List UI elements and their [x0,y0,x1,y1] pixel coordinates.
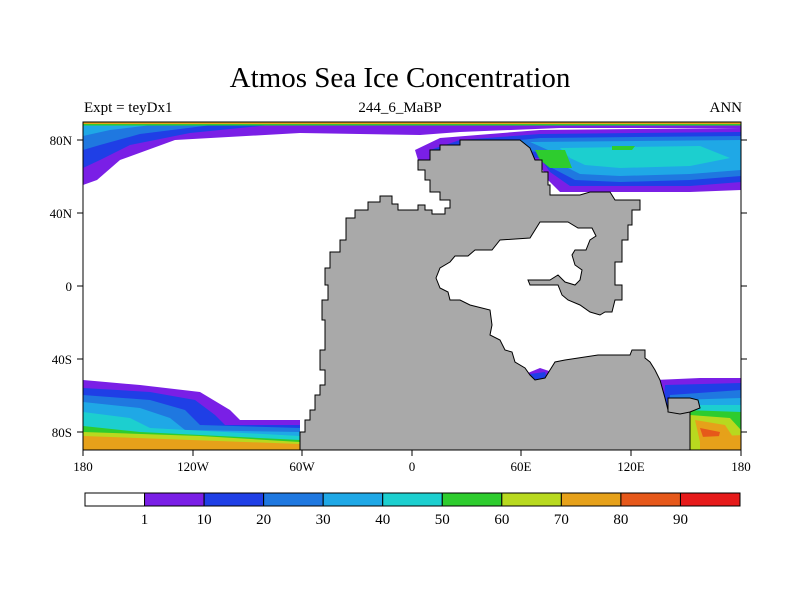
polar-strip-2 [83,124,741,126]
x-tick-label: 120W [177,459,210,474]
x-axis-labels: 180 120W 60W 0 60E 120E 180 [73,459,751,474]
colorbar-label: 40 [375,512,390,528]
y-tick-label: 80S [52,425,72,440]
colorbar-label: 80 [613,512,628,528]
experiment-label: Expt = teyDx1 [84,100,173,116]
colorbar-swatch [144,492,205,507]
colorbar-label: 1 [141,512,149,528]
season-label: ANN [709,100,743,116]
colorbar-label: 50 [435,512,450,528]
y-axis-labels: 80N 40N 0 40S 80S [50,133,73,440]
colorbar [84,492,741,507]
axis-ticks [77,139,747,456]
x-tick-label: 180 [731,459,751,474]
colorbar-swatch [501,492,562,507]
map-title: Atmos Sea Ice Concentration [229,62,571,94]
colorbar-swatch [203,492,265,507]
x-tick-label: 180 [73,459,93,474]
sea-ice-south-west [83,380,300,450]
colorbar-label: 70 [554,512,569,528]
colorbar-label: 90 [673,512,688,528]
y-tick-label: 40S [52,352,72,367]
colorbar-swatch [382,492,443,507]
map-plot-area [83,122,741,450]
colorbar-swatch [84,492,146,507]
colorbar-swatch [679,492,741,507]
y-tick-label: 40N [50,206,73,221]
colorbar-labels: 1 10 20 30 40 50 60 70 80 90 [141,512,688,528]
land-mass [299,139,701,450]
x-tick-label: 60W [289,459,315,474]
x-tick-label: 0 [409,459,416,474]
y-tick-label: 80N [50,133,73,148]
colorbar-swatch [322,492,384,507]
period-label: 244_6_MaBP [358,100,442,116]
colorbar-swatch [263,492,324,507]
sea-ice-north-west [83,122,741,185]
colorbar-label: 20 [256,512,271,528]
x-tick-label: 120E [617,459,645,474]
x-tick-label: 60E [511,459,532,474]
y-tick-label: 0 [66,279,73,294]
polar-strip [83,122,741,124]
colorbar-swatch [560,492,622,507]
colorbar-swatch [620,492,681,507]
colorbar-label: 10 [197,512,212,528]
colorbar-swatch [441,492,503,507]
colorbar-label: 60 [494,512,509,528]
colorbar-label: 30 [316,512,331,528]
